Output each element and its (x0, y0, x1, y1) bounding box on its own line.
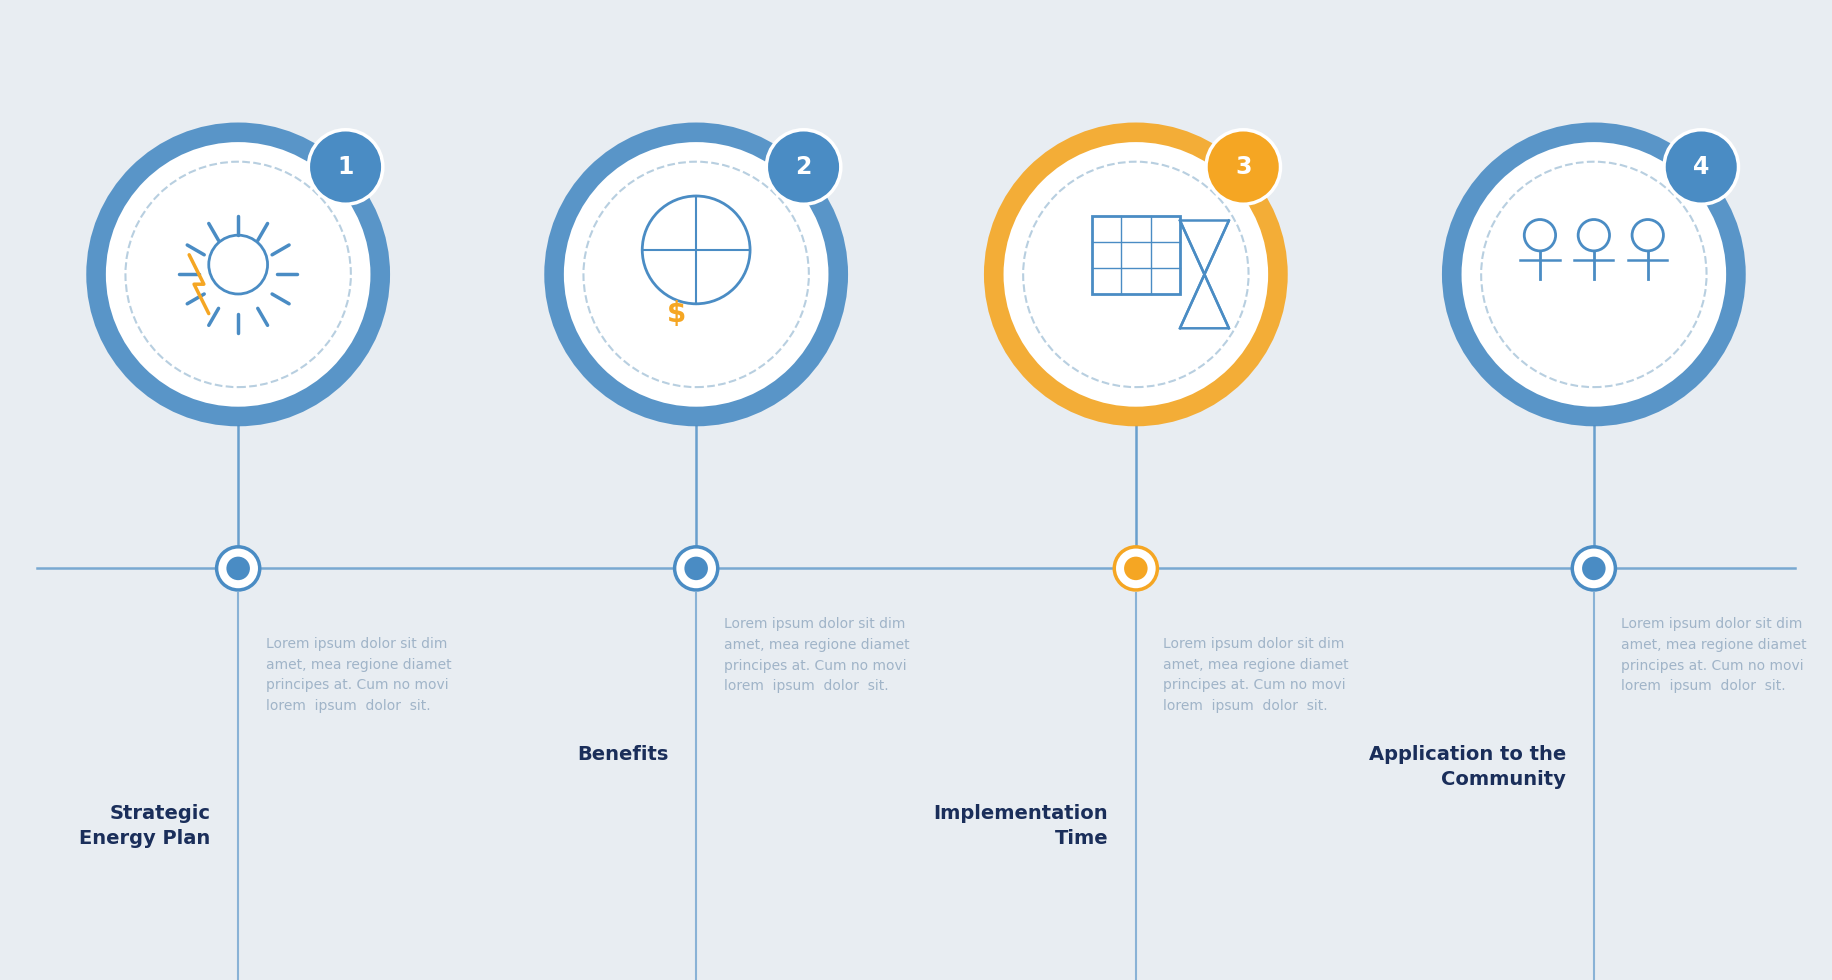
Text: 1: 1 (337, 155, 354, 179)
Text: 4: 4 (1693, 155, 1709, 179)
Ellipse shape (1004, 142, 1268, 407)
Text: Strategic
Energy Plan: Strategic Energy Plan (79, 804, 211, 848)
Ellipse shape (86, 122, 390, 426)
Text: $: $ (667, 300, 687, 327)
Ellipse shape (1583, 557, 1605, 580)
Ellipse shape (227, 557, 249, 580)
Text: 3: 3 (1235, 155, 1251, 179)
Ellipse shape (564, 142, 828, 407)
Ellipse shape (984, 122, 1288, 426)
Ellipse shape (1572, 547, 1616, 590)
Ellipse shape (766, 129, 841, 204)
Text: Benefits: Benefits (577, 745, 669, 763)
Ellipse shape (544, 122, 848, 426)
Text: Lorem ipsum dolor sit dim
amet, mea regione diamet
principes at. Cum no movi
lor: Lorem ipsum dolor sit dim amet, mea regi… (266, 637, 451, 712)
Ellipse shape (106, 142, 370, 407)
Ellipse shape (674, 547, 718, 590)
Text: Lorem ipsum dolor sit dim
amet, mea regione diamet
principes at. Cum no movi
lor: Lorem ipsum dolor sit dim amet, mea regi… (1163, 637, 1348, 712)
Text: Implementation
Time: Implementation Time (934, 804, 1108, 848)
Ellipse shape (685, 557, 707, 580)
Ellipse shape (1114, 547, 1158, 590)
Ellipse shape (216, 547, 260, 590)
Text: Lorem ipsum dolor sit dim
amet, mea regione diamet
principes at. Cum no movi
lor: Lorem ipsum dolor sit dim amet, mea regi… (724, 617, 909, 693)
Text: Application to the
Community: Application to the Community (1369, 745, 1566, 789)
Ellipse shape (1462, 142, 1726, 407)
Ellipse shape (1125, 557, 1147, 580)
Text: 2: 2 (795, 155, 812, 179)
Ellipse shape (1663, 129, 1739, 204)
Text: Lorem ipsum dolor sit dim
amet, mea regione diamet
principes at. Cum no movi
lor: Lorem ipsum dolor sit dim amet, mea regi… (1621, 617, 1806, 693)
Ellipse shape (1205, 129, 1281, 204)
Ellipse shape (1442, 122, 1746, 426)
Ellipse shape (308, 129, 383, 204)
